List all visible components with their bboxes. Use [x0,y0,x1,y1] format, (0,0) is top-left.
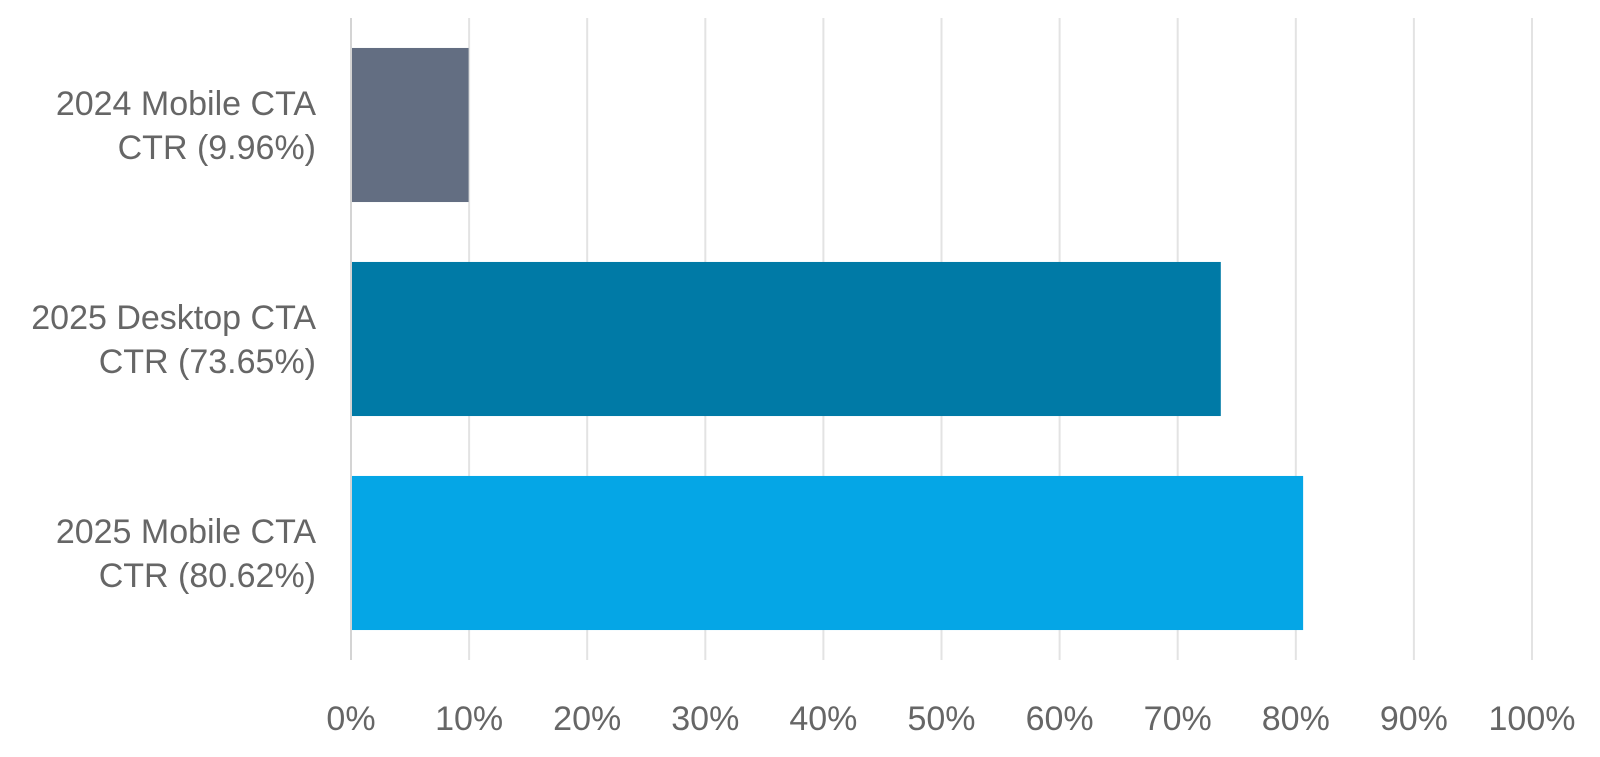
category-label-line: CTR (73.65%) [99,343,316,381]
category-label-line: CTR (80.62%) [99,557,316,595]
x-tick-label: 0% [326,700,375,738]
bar [351,47,469,203]
x-tick-label: 80% [1262,700,1330,738]
x-tick-label: 90% [1380,700,1448,738]
category-labels: 2024 Mobile CTA CTR (9.96%) 2025 Desktop C… [31,85,316,595]
x-tick-label: 60% [1026,700,1094,738]
bar [351,261,1221,417]
x-tick-label: 30% [671,700,739,738]
bars [351,47,1304,631]
x-tick-labels: 0% 10% 20% 30% 40% 50% 60% 70% 80% 90% 100% [326,700,1575,738]
category-label-line: 2025 Mobile CTA [56,513,316,551]
category-label-line: 2024 Mobile CTA [56,85,316,123]
category-label: 2024 Mobile CTA CTR (9.96%) [56,85,316,167]
category-label-line: 2025 Desktop CTA [31,299,316,337]
x-tick-label: 70% [1144,700,1212,738]
x-tick-label: 20% [553,700,621,738]
category-label: 2025 Desktop CTA CTR (73.65%) [31,299,316,381]
category-label: 2025 Mobile CTA CTR (80.62%) [56,513,316,595]
x-tick-label: 10% [435,700,503,738]
x-tick-label: 50% [907,700,975,738]
category-label-line: CTR (9.96%) [118,129,316,167]
x-tick-label: 40% [789,700,857,738]
x-tick-label: 100% [1489,700,1576,738]
bar [351,475,1304,631]
